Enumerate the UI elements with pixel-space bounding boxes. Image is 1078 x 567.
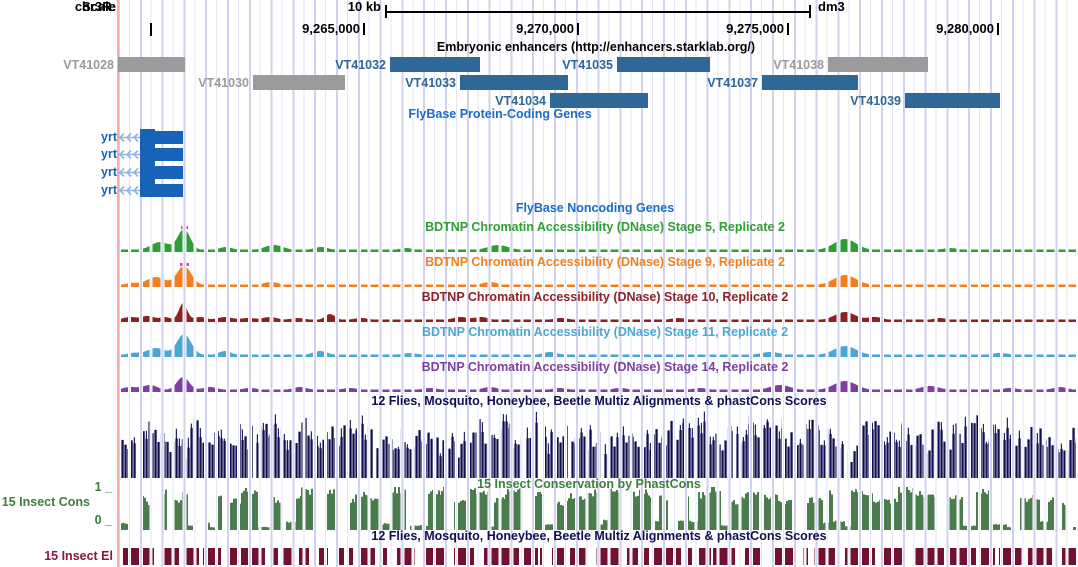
gene-name-label[interactable]: yrt	[101, 165, 117, 179]
enhancer-item-box[interactable]	[460, 75, 568, 90]
gene-exon-box[interactable]	[155, 166, 183, 179]
scalebar-right-tick	[809, 5, 811, 18]
gene-name-label[interactable]: yrt	[101, 183, 117, 197]
track-title-bdtnp-stage[interactable]: BDTNP Chromatin Accessibility (DNase) St…	[425, 255, 785, 269]
gene-direction-arrows	[118, 132, 140, 143]
enhancer-item-label[interactable]: VT41028	[63, 58, 114, 72]
gene-direction-arrows	[118, 185, 140, 196]
track-title-embryonic-enhancers[interactable]: Embryonic enhancers (http://enhancers.st…	[436, 40, 756, 54]
enhancer-item-label[interactable]: VT41030	[198, 76, 249, 90]
enhancer-item-label[interactable]: VT41037	[707, 76, 758, 90]
enhancer-item-box[interactable]	[762, 75, 858, 90]
track-left-label-insect-cons[interactable]: 15 Insect Cons	[1, 495, 90, 509]
enhancer-item-box[interactable]	[617, 57, 710, 72]
assembly-label: dm3	[818, 0, 845, 14]
coordinate-label: 9,275,000	[726, 21, 784, 36]
coordinate-tick	[997, 23, 999, 35]
gene-exon-box[interactable]	[155, 148, 183, 161]
scalebar-value-label: 10 kb	[347, 0, 381, 14]
track-title-multiz[interactable]: 12 Flies, Mosquito, Honeybee, Beetle Mul…	[371, 394, 827, 408]
track-left-label-insect-el[interactable]: 15 Insect El	[44, 549, 113, 563]
gene-name-label[interactable]: yrt	[101, 130, 117, 144]
scalebar-line	[386, 11, 810, 13]
enhancer-item-box[interactable]	[390, 57, 480, 72]
enhancer-item-label[interactable]: VT41034	[495, 94, 546, 108]
gene-direction-arrows	[118, 167, 140, 178]
track-title-bdtnp-stage[interactable]: BDTNP Chromatin Accessibility (DNase) St…	[421, 360, 789, 374]
enhancer-item-label[interactable]: VT41032	[335, 58, 386, 72]
coordinate-label: 9,280,000	[936, 21, 994, 36]
coordinate-tick	[363, 23, 365, 35]
enhancer-item-label[interactable]: VT41038	[773, 58, 824, 72]
enhancer-item-label[interactable]: VT41033	[405, 76, 456, 90]
coordinate-label: 9,265,000	[302, 21, 360, 36]
gene-name-label[interactable]: yrt	[101, 147, 117, 161]
track-title-bdtnp-stage[interactable]: BDTNP Chromatin Accessibility (DNase) St…	[421, 325, 789, 339]
gene-exon-tall-bar[interactable]	[140, 129, 155, 197]
enhancer-item-label[interactable]: VT41039	[850, 94, 901, 108]
scalebar-left-tick	[385, 5, 387, 18]
axis-label-one: 1 _	[94, 480, 112, 494]
track-title-multiz-bottom[interactable]: 12 Flies, Mosquito, Honeybee, Beetle Mul…	[371, 529, 827, 543]
coordinate-label: 9,270,000	[516, 21, 574, 36]
enhancer-item-box[interactable]	[550, 93, 648, 108]
chromosome-position-tick	[150, 23, 152, 36]
track-title-bdtnp-stage[interactable]: BDTNP Chromatin Accessibility (DNase) St…	[421, 290, 789, 304]
gene-exon-box[interactable]	[155, 184, 183, 197]
track-title-flybase-coding[interactable]: FlyBase Protein-Coding Genes	[408, 107, 592, 121]
chromosome-label: chr3R:	[74, 0, 116, 14]
coordinate-tick	[787, 23, 789, 35]
axis-label-zero: 0 _	[94, 513, 112, 527]
gene-direction-arrows	[118, 149, 140, 160]
track-title-conservation[interactable]: 15 Insect Conservation by PhastCons	[477, 477, 701, 491]
enhancer-item-box[interactable]	[118, 57, 185, 72]
enhancer-item-label[interactable]: VT41035	[562, 58, 613, 72]
enhancer-item-box[interactable]	[828, 57, 928, 72]
enhancer-item-box[interactable]	[905, 93, 1000, 108]
gene-exon-box[interactable]	[155, 131, 183, 144]
coordinate-tick	[577, 23, 579, 35]
position-marker-line	[117, 0, 119, 567]
track-title-flybase-noncoding[interactable]: FlyBase Noncoding Genes	[515, 201, 675, 215]
track-title-bdtnp-stage[interactable]: BDTNP Chromatin Accessibility (DNase) St…	[425, 220, 785, 234]
scale-label: Scale	[82, 0, 116, 14]
enhancer-item-box[interactable]	[253, 75, 345, 90]
